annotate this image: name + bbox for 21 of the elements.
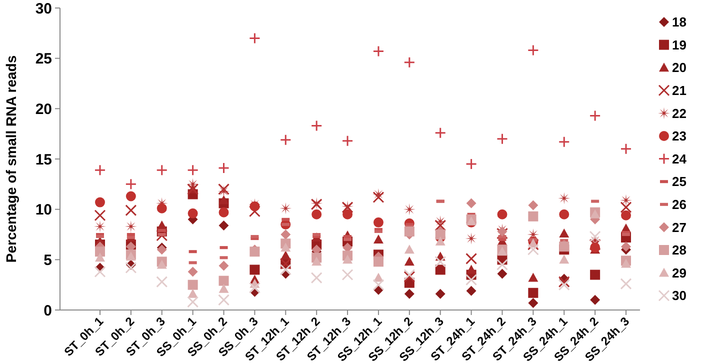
y-axis-title: Percentage of small RNA reads bbox=[3, 55, 19, 263]
y-tick-label: 10 bbox=[35, 202, 52, 219]
legend-label: 22 bbox=[672, 106, 686, 121]
legend-label: 26 bbox=[672, 196, 686, 212]
y-tick-label: 25 bbox=[35, 50, 52, 68]
legend-label: 27 bbox=[672, 220, 686, 235]
legend-label: 28 bbox=[672, 242, 686, 258]
legend-label: 24 bbox=[672, 151, 688, 166]
legend-label: 29 bbox=[672, 265, 686, 280]
legend-label: 25 bbox=[672, 174, 686, 190]
legend-label: 19 bbox=[672, 37, 686, 52]
y-tick-label: 0 bbox=[44, 302, 52, 320]
y-tick-label: 30 bbox=[35, 0, 52, 18]
y-tick-label: 5 bbox=[44, 252, 52, 269]
legend-label: 18 bbox=[672, 14, 686, 30]
legend-label: 20 bbox=[672, 60, 686, 76]
legend-label: 21 bbox=[672, 82, 686, 98]
legend-label: 30 bbox=[672, 288, 686, 304]
y-tick-label: 15 bbox=[35, 151, 52, 168]
y-tick-label: 20 bbox=[35, 100, 52, 118]
legend-label: 23 bbox=[672, 128, 686, 144]
